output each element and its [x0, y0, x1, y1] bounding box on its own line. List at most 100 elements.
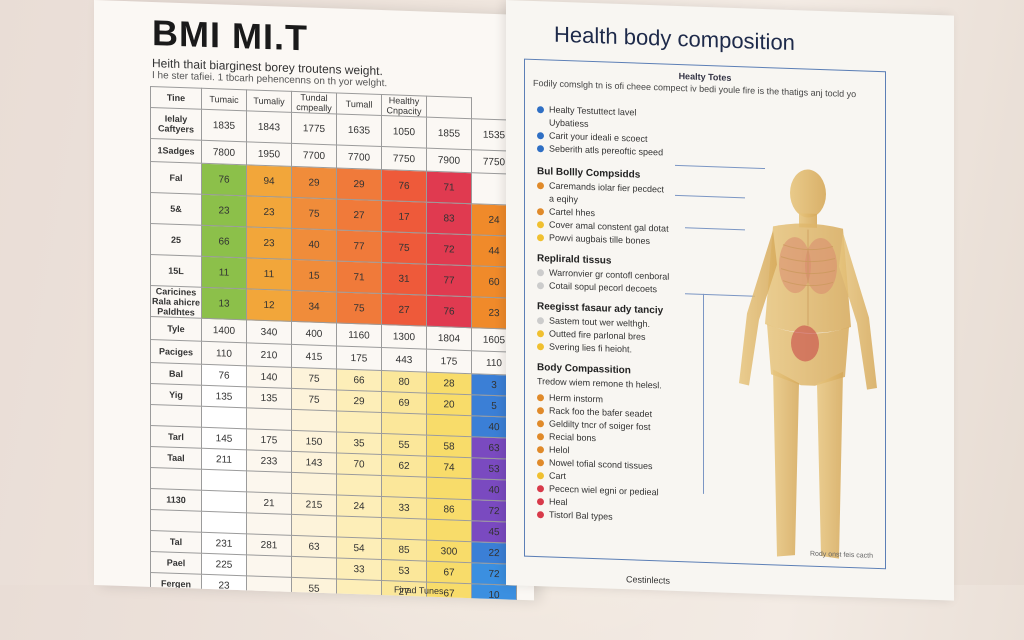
table-cell: 24	[337, 495, 382, 518]
table-cell	[382, 476, 427, 499]
table-cell: 33	[337, 558, 382, 581]
bmi-chart-title: BMI MI.T	[152, 12, 308, 59]
section-heading: Replirald tissus	[537, 253, 611, 267]
legend-dot-icon	[537, 511, 544, 518]
leader-line	[703, 294, 704, 494]
table-cell: 7700	[292, 143, 337, 168]
legend-item: Carit your ideali e scoect	[537, 130, 648, 144]
legend-label: Herm instorm	[549, 393, 603, 405]
table-cell: 1804	[427, 326, 472, 351]
legend-item: Herm instorm	[537, 392, 603, 404]
legend-label: Pececn wiel egni or pedieal	[549, 484, 659, 498]
legend-dot-icon	[537, 472, 544, 479]
table-cell: 54	[337, 537, 382, 560]
row-header-cell: Bal	[151, 362, 202, 385]
table-cell: 76	[427, 295, 472, 328]
table-cell: 400	[292, 321, 337, 346]
legend-dot-icon	[537, 433, 544, 440]
table-cell: 150	[292, 430, 337, 453]
table-cell	[247, 408, 292, 431]
legend-dot-icon	[537, 106, 544, 113]
legend-dot-icon	[537, 317, 544, 324]
legend-dot-icon	[537, 132, 544, 139]
table-cell: 76	[202, 364, 247, 387]
table-cell: 63	[292, 535, 337, 558]
table-cell: 211	[202, 448, 247, 471]
table-cell: 23	[202, 574, 247, 597]
legend-item: Heal	[537, 496, 568, 507]
legend-label: Warronvier gr contofl cenboral	[549, 268, 669, 282]
table-cell: Healthy Cnpacity	[382, 95, 427, 118]
row-header-cell: Taal	[151, 446, 202, 469]
table-cell	[382, 518, 427, 541]
table-cell: 53	[382, 560, 427, 583]
anatomy-figure	[733, 163, 883, 568]
table-cell: 55	[292, 577, 337, 600]
table-cell: 34	[292, 290, 337, 323]
poster-frame: Healty Totes Fodily comslgh tn is ofi ch…	[524, 59, 886, 570]
legend-dot-icon	[537, 119, 544, 126]
table-cell: 143	[292, 451, 337, 474]
table-cell	[382, 413, 427, 436]
table-cell: 1775	[292, 112, 337, 145]
legend-item: Outted fire parlonal bres	[537, 328, 646, 342]
table-cell	[427, 477, 472, 500]
table-cell: 233	[247, 450, 292, 473]
table-cell	[202, 406, 247, 429]
table-cell: 443	[382, 348, 427, 373]
table-cell: 145	[202, 427, 247, 450]
legend-label: a eqihy	[549, 194, 578, 205]
table-cell	[427, 519, 472, 542]
row-header-cell	[151, 467, 202, 490]
section-subtitle: Tredow wiem remone th helesl.	[537, 376, 662, 390]
table-cell: 175	[247, 429, 292, 452]
legend-label: Geldilty tncr of soiger fost	[549, 419, 651, 433]
row-header-cell: Tarl	[151, 425, 202, 448]
table-cell: 135	[202, 385, 247, 408]
row-header-cell: Fal	[151, 161, 202, 194]
bmi-chart-footer: Finad Tunes	[394, 584, 444, 596]
table-cell: 83	[427, 202, 472, 235]
table-cell: 80	[382, 371, 427, 394]
legend-label: Tistorl Bal types	[549, 510, 613, 522]
row-header-cell: 1130	[151, 488, 202, 511]
table-cell: 67	[427, 561, 472, 584]
legend-label: Cover amal constent gal dotat	[549, 220, 669, 234]
table-cell: 27	[382, 294, 427, 327]
body-composition-poster: Health body composition Healty Totes Fod…	[506, 0, 954, 601]
row-header-cell: Yig	[151, 383, 202, 406]
table-cell: 77	[337, 230, 382, 263]
legend-label: Powvi augbais tille bones	[549, 233, 650, 247]
row-header-cell: Fergen	[151, 572, 202, 595]
row-header-cell: Caricines Rala ahicre Paldhtes	[151, 285, 202, 318]
table-cell	[247, 513, 292, 536]
legend-dot-icon	[537, 459, 544, 466]
table-cell: 72	[427, 233, 472, 266]
table-cell: 31	[382, 263, 427, 296]
legend-label: Carit your ideali e scoect	[549, 131, 648, 144]
row-header-cell: Tyle	[151, 316, 202, 341]
table-cell: 85	[382, 539, 427, 562]
table-cell: 23	[202, 194, 247, 227]
legend-dot-icon	[537, 282, 544, 289]
row-header-cell: Paciges	[151, 339, 202, 364]
legend-item: Healty Testuttect lavel	[537, 104, 636, 117]
table-cell: 75	[292, 367, 337, 390]
table-cell: 58	[427, 435, 472, 458]
table-cell: 15	[292, 259, 337, 292]
legend-item: Tistorl Bal types	[537, 509, 613, 522]
table-cell: 35	[337, 432, 382, 455]
table-cell: 1843	[247, 111, 292, 144]
table-cell: 1300	[382, 325, 427, 350]
table-cell	[427, 96, 472, 119]
table-cell: 340	[247, 320, 292, 345]
table-cell: 75	[337, 292, 382, 325]
poster-bottom-caption: Cestinlects	[626, 574, 670, 586]
table-cell: 1400	[202, 318, 247, 343]
legend-item: Caremands iolar fier pecdect	[537, 180, 664, 194]
table-cell: 94	[247, 165, 292, 198]
table-cell: 1855	[427, 117, 472, 150]
table-cell: 75	[382, 232, 427, 265]
table-cell: Tundal cmpeally	[292, 91, 337, 114]
legend-dot-icon	[537, 234, 544, 241]
